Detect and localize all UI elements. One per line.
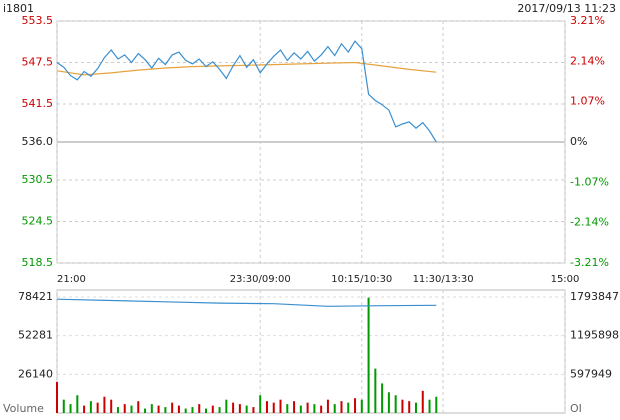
x-tick-label: 15:00	[551, 274, 580, 285]
y-tick-label: 553.5	[22, 14, 54, 27]
y2-tick-label: 0%	[570, 135, 587, 148]
y2-tick-label: -3.21%	[570, 256, 609, 269]
volume-bar	[435, 396, 438, 413]
volume-bar	[333, 404, 336, 413]
oi-tick-label: 1195898	[570, 329, 619, 342]
volume-tick-label: 78421	[18, 290, 53, 303]
volume-bar	[293, 401, 296, 413]
volume-label: Volume	[3, 402, 44, 415]
volume-bar	[354, 398, 357, 413]
volume-bar	[184, 408, 187, 413]
volume-bar	[171, 402, 174, 413]
volume-bar	[347, 402, 350, 413]
volume-bar	[137, 401, 140, 413]
volume-bar	[144, 408, 147, 413]
volume-bar	[205, 408, 208, 413]
volume-bar	[245, 405, 248, 413]
y-tick-label: 530.5	[22, 173, 54, 186]
volume-bar	[252, 407, 255, 413]
volume-bar	[211, 405, 214, 413]
volume-bar	[177, 405, 180, 413]
volume-bar	[320, 405, 323, 413]
x-tick-label: 10:15/10:30	[331, 274, 392, 285]
volume-bar	[421, 390, 424, 413]
volume-bar	[374, 368, 377, 413]
x-tick-label: 21:00	[57, 274, 86, 285]
volume-bar	[83, 405, 86, 413]
volume-bar	[238, 404, 241, 413]
y2-tick-label: -1.07%	[570, 175, 609, 188]
volume-bar	[367, 297, 370, 413]
y-tick-label: 541.5	[22, 97, 54, 110]
volume-bar	[130, 405, 133, 413]
volume-bar	[96, 402, 99, 413]
volume-bar	[116, 407, 119, 413]
volume-bar	[387, 392, 390, 413]
price-line	[56, 40, 437, 143]
oi-line	[56, 298, 437, 307]
y2-tick-label: 1.07%	[570, 95, 605, 108]
volume-bar	[306, 402, 309, 413]
volume-bar	[198, 404, 201, 413]
volume-bar	[313, 404, 316, 413]
volume-bar	[69, 404, 72, 413]
volume-bar	[232, 402, 235, 413]
timestamp: 2017/09/13 11:23	[517, 2, 616, 15]
volume-bar	[89, 401, 92, 413]
x-tick-label: 11:30/13:30	[413, 274, 474, 285]
volume-bar	[401, 399, 404, 413]
y2-tick-label: -2.14%	[570, 216, 609, 229]
volume-bar	[279, 399, 282, 413]
volume-bar	[360, 399, 363, 413]
volume-bar	[62, 399, 65, 413]
oi-label: OI	[570, 402, 582, 415]
volume-bar	[150, 404, 153, 413]
volume-bar	[286, 404, 289, 413]
y-tick-label: 524.5	[22, 215, 54, 228]
volume-bar	[225, 399, 228, 413]
y-tick-label: 536.0	[22, 135, 54, 148]
oi-tick-label: 1793847	[570, 290, 619, 303]
volume-bar	[394, 395, 397, 413]
oi-tick-label: 597949	[570, 367, 612, 380]
volume-bar	[76, 395, 79, 413]
volume-bar	[299, 405, 302, 413]
volume-tick-label: 52281	[18, 329, 53, 342]
y-tick-label: 547.5	[22, 55, 54, 68]
y2-tick-label: 2.14%	[570, 54, 605, 67]
volume-bar	[408, 401, 411, 413]
volume-bar	[157, 405, 160, 413]
volume-tick-label: 26140	[18, 367, 53, 380]
volume-bar	[272, 402, 275, 413]
volume-bar	[191, 407, 194, 413]
y2-tick-label: 3.21%	[570, 14, 605, 27]
volume-frame	[56, 289, 566, 414]
volume-bar	[218, 407, 221, 413]
volume-bar	[428, 399, 431, 413]
chart-title: i1801	[3, 2, 34, 15]
volume-bar	[381, 383, 384, 413]
volume-bar	[265, 401, 268, 413]
volume-bar	[103, 396, 106, 413]
x-tick-label: 23:30/09:00	[230, 274, 291, 285]
volume-bar	[259, 395, 262, 413]
average-line	[56, 61, 437, 76]
volume-bar	[164, 407, 167, 413]
volume-bar	[110, 399, 113, 413]
volume-bar	[414, 402, 417, 413]
volume-bar	[326, 399, 329, 413]
volume-bar	[340, 401, 343, 413]
volume-bar	[56, 381, 58, 413]
y-tick-label: 518.5	[22, 256, 54, 269]
volume-bar	[123, 404, 126, 413]
